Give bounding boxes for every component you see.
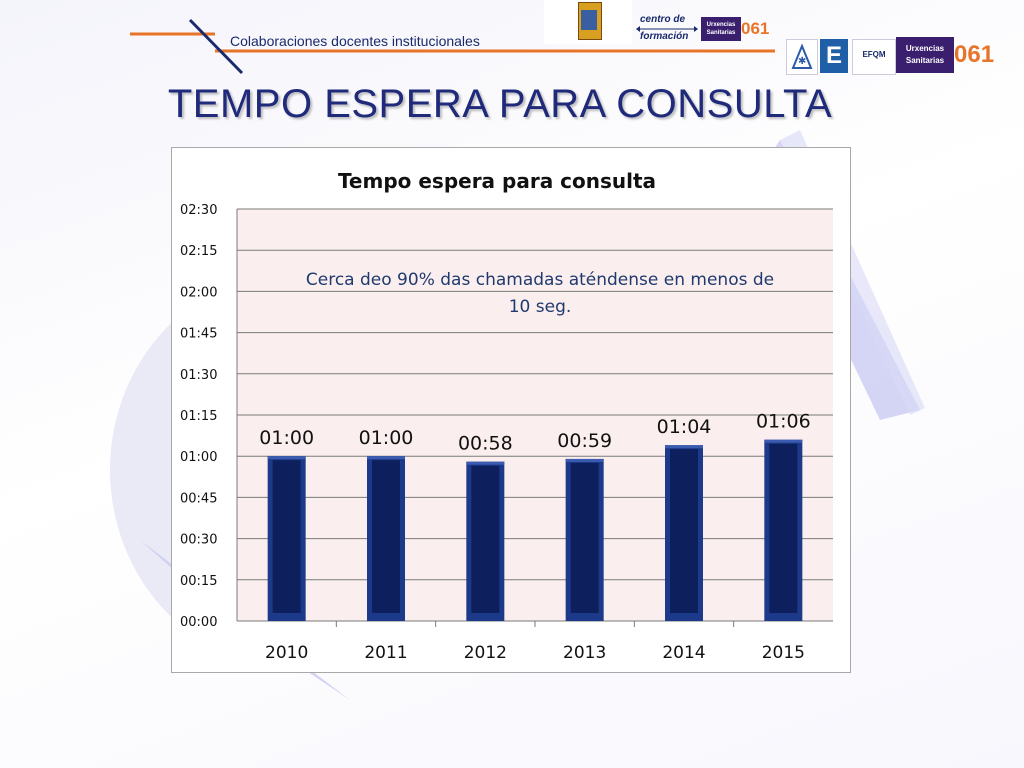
urx-large-line1: Urxencias — [905, 44, 945, 53]
bar-top — [267, 456, 306, 460]
slide-title: TEMPO ESPERA PARA CONSULTA — [167, 82, 833, 126]
x-tick-label: 2010 — [265, 643, 308, 663]
y-axis-ticks: 00:00 00:15 00:30 00:45 01:00 01:15 01:30 01:45… — [180, 203, 217, 630]
y-tick-label: 02:15 — [180, 244, 217, 259]
star-of-life-icon: ✱ — [786, 39, 818, 75]
bar-top — [764, 439, 803, 443]
y-tick-label: 01:00 — [180, 450, 217, 465]
data-label: 01:04 — [657, 416, 712, 438]
urx-small-line1: Urxencias — [706, 22, 736, 28]
brand-061-small: 061 — [741, 19, 770, 38]
x-tick-label: 2014 — [662, 643, 705, 663]
data-labels: 01:00 01:00 00:58 00:59 01:04 01:06 — [259, 411, 810, 455]
data-label: 00:59 — [557, 430, 612, 452]
x-tick-label: 2011 — [364, 643, 407, 663]
centro-line1: centro de — [640, 14, 686, 25]
bar-2015 — [764, 439, 803, 621]
book-logo — [544, 0, 632, 44]
data-label: 01:00 — [259, 427, 314, 449]
y-tick-label: 00:15 — [180, 574, 217, 589]
chart-annotation-line2: 10 seg. — [509, 297, 572, 317]
bar-face — [372, 460, 400, 613]
chart-title: Tempo espera para consulta — [338, 169, 656, 193]
bar-face — [272, 460, 301, 613]
bar-face — [471, 465, 500, 613]
y-tick-label: 01:45 — [180, 327, 217, 342]
chart-frame: Tempo espera para consulta 00:00 00:15 00:… — [171, 147, 851, 673]
header-subtitle: Colaboraciones docentes institucionales — [230, 33, 480, 49]
bars — [267, 439, 803, 621]
centro-formacion-logo: centro de formación — [636, 12, 698, 46]
x-tick-label: 2013 — [563, 643, 606, 663]
e-logo-icon: E — [820, 39, 848, 73]
x-tick-label: 2012 — [464, 643, 507, 663]
brand-061-large: 061 — [954, 41, 995, 68]
efqm-logo: EFQM — [852, 39, 896, 75]
bar-2011 — [367, 456, 405, 621]
data-label: 01:00 — [359, 427, 414, 449]
gridlines — [236, 208, 833, 627]
bar-top — [665, 445, 703, 449]
bar-face — [570, 462, 599, 613]
centro-line2: formación — [640, 31, 689, 42]
chart-annotation-line1: Cerca deo 90% das chamadas aténdense en … — [306, 270, 774, 290]
bar-chart: Tempo espera para consulta 00:0000:1500:… — [180, 169, 833, 663]
institution-logos: ✱ E EFQM Urxencias Sanitarias 061 — [786, 37, 996, 75]
x-axis-labels: 2010 2011 2012 2013 2014 2015 — [265, 643, 805, 663]
y-tick-label: 00:30 — [180, 533, 217, 548]
bar-2014 — [665, 445, 703, 621]
x-tick-label: 2015 — [762, 643, 805, 663]
data-label: 01:06 — [756, 411, 811, 433]
urxencias-logo-large: Urxencias Sanitarias — [896, 37, 954, 73]
data-label: 00:58 — [458, 433, 513, 455]
bar-2012 — [466, 461, 505, 621]
bar-2010 — [267, 456, 306, 621]
header-lines — [130, 18, 775, 75]
y-tick-label: 02:30 — [180, 203, 217, 218]
bar-2013 — [565, 458, 604, 621]
y-tick-label: 01:30 — [180, 368, 217, 383]
bar-top — [466, 461, 505, 465]
svg-text:✱: ✱ — [798, 56, 806, 67]
urx-small-line2: Sanitarias — [706, 30, 736, 36]
y-tick-label: 01:15 — [180, 409, 217, 424]
bar-top — [565, 458, 604, 462]
y-tick-label: 00:00 — [180, 615, 217, 630]
efqm-text: EFQM — [862, 50, 886, 59]
urxencias-logo-small: Urxencias Sanitarias 061 — [701, 17, 773, 41]
bar-face — [769, 443, 798, 613]
y-tick-label: 02:00 — [180, 285, 217, 300]
urx-large-line2: Sanitarias — [905, 56, 945, 65]
y-tick-label: 00:45 — [180, 491, 217, 506]
bar-top — [367, 456, 405, 460]
arrows-icon — [636, 26, 698, 32]
bar-face — [670, 449, 698, 613]
